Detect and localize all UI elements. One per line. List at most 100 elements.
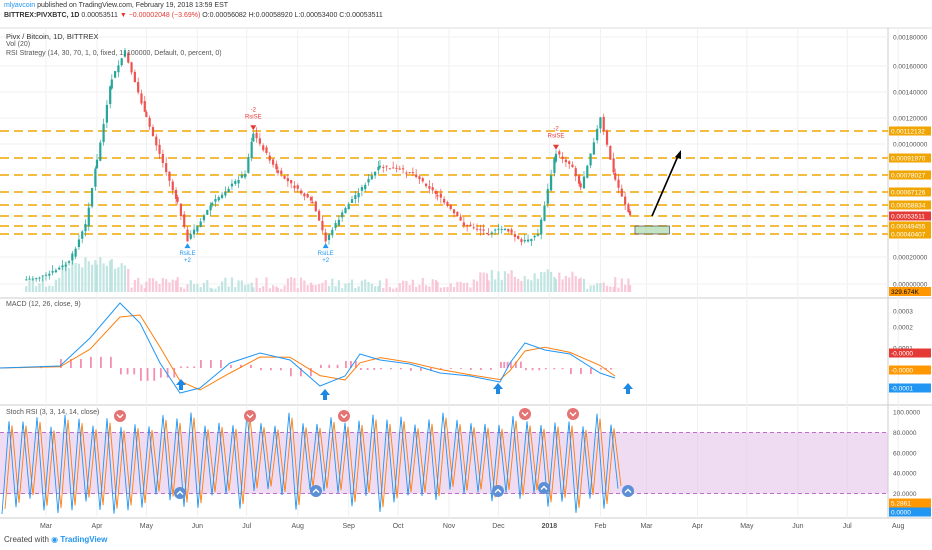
volume-bar (334, 286, 337, 292)
macd-histogram-bar (120, 368, 122, 375)
macd-line (0, 302, 616, 394)
candle-body (388, 168, 391, 170)
candle-body (293, 185, 296, 189)
volume-bar (87, 261, 90, 292)
tradingview-brand[interactable]: TradingView (60, 535, 108, 544)
candle-body (199, 221, 202, 227)
volume-bar (439, 287, 442, 292)
candle-body (105, 104, 108, 123)
macd-histogram-bar (270, 368, 272, 371)
candle-body (331, 229, 334, 236)
candle-body (127, 52, 130, 63)
candle-body (120, 58, 123, 66)
tradingview-logo-icon: ◉ (51, 535, 59, 544)
signal-label: RsiSE (245, 114, 262, 120)
candle-body (513, 234, 516, 237)
candle-body (459, 216, 462, 221)
volume-bar (564, 275, 567, 292)
last-price: 0.00053511 (81, 12, 118, 19)
volume-bar (568, 277, 571, 292)
macd-histogram-bar (110, 356, 112, 368)
x-tick-label: Sep (342, 523, 355, 530)
volume-bar (354, 287, 357, 292)
volume-bar (589, 285, 592, 292)
price-level-tag (889, 200, 931, 210)
volume-bar (599, 283, 602, 292)
volume-bar (84, 257, 87, 292)
volume-bar (449, 283, 452, 292)
volume-bar (553, 276, 556, 292)
macd-value-label: -0.0000 (891, 351, 913, 358)
volume-bar (127, 268, 130, 292)
price-level-label: 0.00058834 (891, 203, 926, 210)
macd-histogram-bar (126, 368, 129, 375)
candle-body (347, 203, 350, 210)
candle-body (367, 178, 370, 183)
candle-body (334, 223, 337, 228)
candle-body (540, 219, 543, 235)
volume-bar (140, 284, 143, 292)
candle-body (341, 212, 344, 218)
volume-bar (99, 257, 102, 292)
candle-body (77, 239, 81, 248)
volume-bar (517, 278, 520, 292)
price-tick-label: 0.00180000 (893, 35, 928, 42)
candle-body (258, 138, 261, 144)
volume-bar (561, 279, 564, 292)
volume-bar (546, 269, 549, 292)
macd-histogram-bar (60, 359, 62, 368)
candle-body (51, 271, 54, 273)
candle-body (58, 267, 61, 270)
candle-body (296, 185, 299, 189)
volume-bar (265, 277, 268, 292)
chevron-up-icon (176, 490, 184, 495)
price-level-label: 0.00112132 (891, 129, 925, 136)
candle-body (224, 192, 227, 196)
x-tick-label: Mar (640, 523, 653, 530)
up-arrow-icon (493, 383, 503, 394)
volume-bar (183, 288, 186, 292)
chevron-down-icon (116, 414, 124, 419)
price-level-tag (889, 221, 931, 231)
candle-body (436, 195, 439, 197)
volume-bar (296, 288, 299, 292)
macd-histogram-bar (100, 356, 102, 368)
volume-bar (109, 260, 112, 292)
candle-body (612, 158, 615, 173)
candle-body (337, 219, 340, 226)
volume-bar (105, 265, 108, 292)
legend-rsi-strategy: RSI Strategy (14, 30, 70, 1, 0, fixed, 1… (6, 50, 222, 57)
signal-label: -2 (251, 107, 257, 113)
macd-histogram-bar (133, 368, 136, 375)
macd-histogram-bar (166, 368, 169, 378)
price-tick-label: 0.00140000 (893, 90, 928, 97)
volume-bar (217, 286, 220, 292)
volume-bar (252, 287, 255, 292)
volume-bar (192, 284, 196, 292)
candle-body (424, 183, 428, 187)
x-tick-label: 2018 (542, 523, 558, 530)
candle-body (137, 82, 140, 93)
macd-histogram-bar (260, 368, 262, 371)
x-tick-label: May (740, 523, 754, 530)
volume-bar (443, 287, 446, 292)
volume-bar (314, 285, 317, 292)
volume-bar (475, 281, 479, 292)
volume-bar (133, 279, 136, 292)
legend-vol: Vol (20) (6, 41, 31, 48)
volume-bar (513, 276, 516, 292)
macd-histogram-bar (470, 368, 472, 370)
price-tick-label: 0.00160000 (893, 64, 928, 71)
candle-body (290, 180, 293, 184)
volume-bar (377, 286, 380, 292)
candle-body (574, 168, 577, 177)
candle-body (462, 222, 465, 226)
candle-body (74, 248, 77, 257)
candle-body (189, 234, 192, 239)
volume-bar (554, 279, 558, 292)
candle-body (237, 179, 240, 184)
publisher-link[interactable]: mlyavcoin (4, 2, 36, 9)
macd-histogram-bar (310, 368, 312, 377)
volume-bar (143, 288, 146, 292)
